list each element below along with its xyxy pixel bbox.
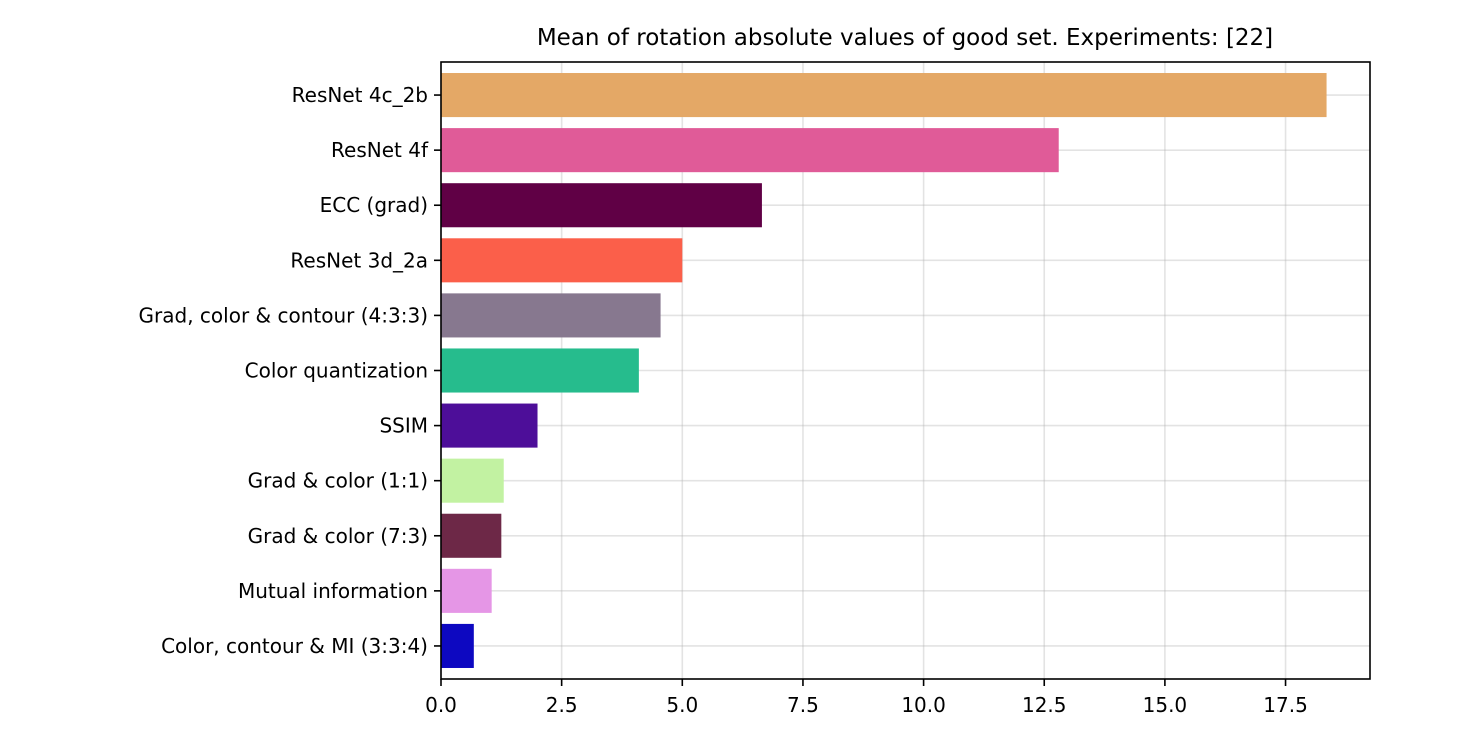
bar — [441, 458, 504, 503]
y-tick-label: Color quantization — [245, 359, 428, 383]
bar — [441, 238, 683, 283]
bar — [441, 513, 502, 558]
x-tick-label: 2.5 — [546, 693, 578, 717]
y-tick-label: ResNet 4f — [331, 138, 429, 162]
x-tick-label: 7.5 — [787, 693, 819, 717]
y-tick-label: Grad & color (1:1) — [248, 469, 428, 493]
y-tick-label: SSIM — [379, 414, 428, 438]
bar — [441, 623, 474, 668]
y-tick-label: Grad & color (7:3) — [248, 524, 428, 548]
bar — [441, 348, 639, 393]
x-tick-label: 10.0 — [901, 693, 946, 717]
chart-title: Mean of rotation absolute values of good… — [537, 25, 1273, 51]
x-tick-label: 17.5 — [1263, 693, 1308, 717]
bar — [441, 403, 538, 448]
x-tick-label: 12.5 — [1022, 693, 1067, 717]
y-tick-label: ResNet 3d_2a — [290, 248, 428, 272]
axis-layer: 0.0 2.5 5.0 7.5 10.0 12.5 15.0 17.5 ResNet 4c_2b… — [139, 61, 1371, 717]
y-tick-label: Grad, color & contour (4:3:3) — [139, 303, 428, 327]
plot-frame — [440, 61, 1371, 680]
bar-layer — [441, 73, 1327, 668]
x-tick-label: 15.0 — [1143, 693, 1188, 717]
bar — [441, 183, 762, 228]
y-tick-label: ECC (grad) — [320, 193, 428, 217]
bar — [441, 568, 492, 613]
bar — [441, 128, 1059, 173]
bar — [441, 293, 661, 338]
y-tick-label: Mutual information — [238, 579, 428, 603]
x-tick-label: 5.0 — [666, 693, 698, 717]
bar — [441, 73, 1327, 118]
y-tick-label: ResNet 4c_2b — [292, 83, 428, 107]
x-tick-label: 0.0 — [425, 693, 457, 717]
y-tick-label: Color, contour & MI (3:3:4) — [161, 634, 428, 658]
